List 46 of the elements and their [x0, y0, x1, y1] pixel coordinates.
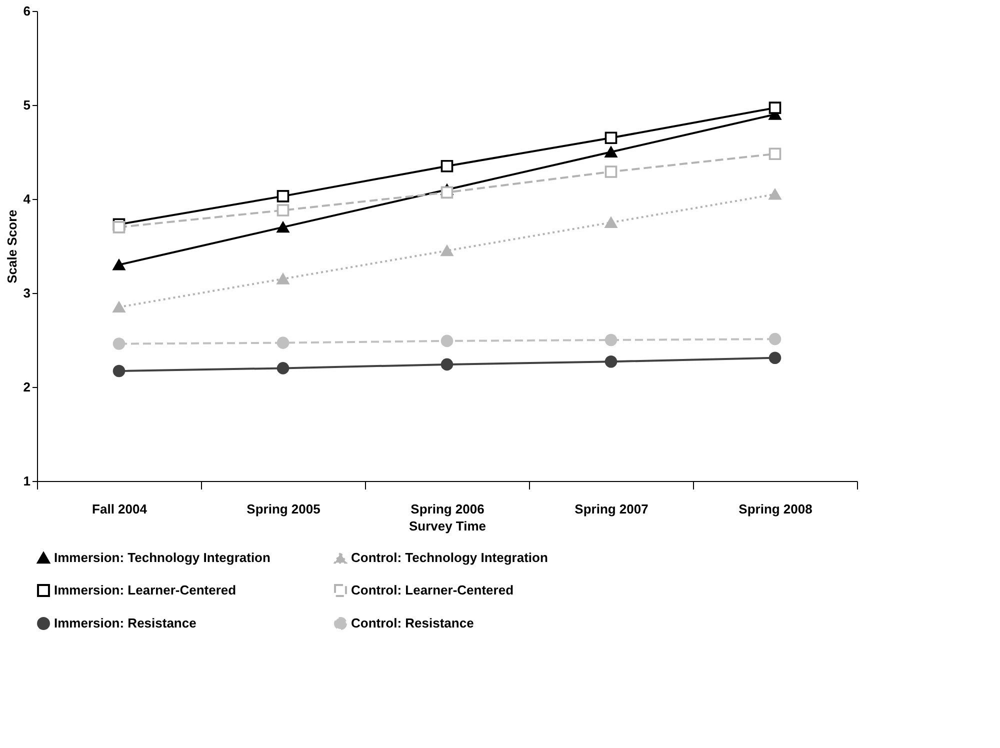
point — [768, 332, 782, 346]
y-tick-label: 1 — [23, 474, 30, 488]
point — [604, 166, 618, 178]
x-tick-label: Spring 2006 — [410, 502, 484, 516]
point — [440, 160, 454, 172]
point — [440, 334, 454, 348]
y-axis-title: Scale Score — [4, 210, 20, 284]
point — [276, 362, 290, 374]
point — [440, 358, 454, 371]
point — [276, 273, 290, 284]
point — [768, 188, 782, 200]
point — [768, 102, 782, 114]
point — [112, 221, 126, 234]
x-tick-label: Fall 2004 — [92, 502, 148, 516]
legend-label: Immersion: Learner-Centered — [54, 582, 236, 598]
point — [276, 204, 290, 216]
x-tick-label: Spring 2005 — [246, 502, 320, 516]
legend-label: Immersion: Resistance — [54, 616, 196, 630]
y-tick-label: 6 — [23, 4, 30, 18]
y-tick-label: 4 — [23, 192, 32, 206]
point — [440, 245, 454, 256]
point — [768, 148, 782, 160]
legend-label: Control: Resistance — [351, 616, 474, 630]
point — [604, 132, 618, 144]
point — [112, 364, 126, 378]
y-tick-label: 5 — [23, 98, 30, 112]
y-tick-label: 2 — [23, 380, 30, 394]
point — [276, 222, 290, 233]
x-tick-label: Spring 2007 — [574, 502, 648, 516]
point — [276, 190, 290, 202]
point — [112, 259, 126, 270]
x-axis-title: Survey Time — [408, 518, 486, 534]
x-tick-label: Spring 2008 — [738, 502, 812, 516]
point — [440, 186, 454, 199]
legend-label: Control: Technology Integration — [351, 550, 548, 565]
point — [604, 217, 618, 228]
point — [604, 355, 618, 368]
point — [112, 302, 126, 313]
point — [604, 146, 618, 158]
point — [604, 334, 618, 346]
legend-label: Immersion: Technology Integration — [54, 550, 270, 565]
point — [276, 336, 290, 349]
y-tick-label: 3 — [23, 286, 30, 300]
legend-label: Control: Learner-Centered — [351, 582, 514, 598]
point — [112, 338, 126, 350]
point — [768, 352, 782, 364]
